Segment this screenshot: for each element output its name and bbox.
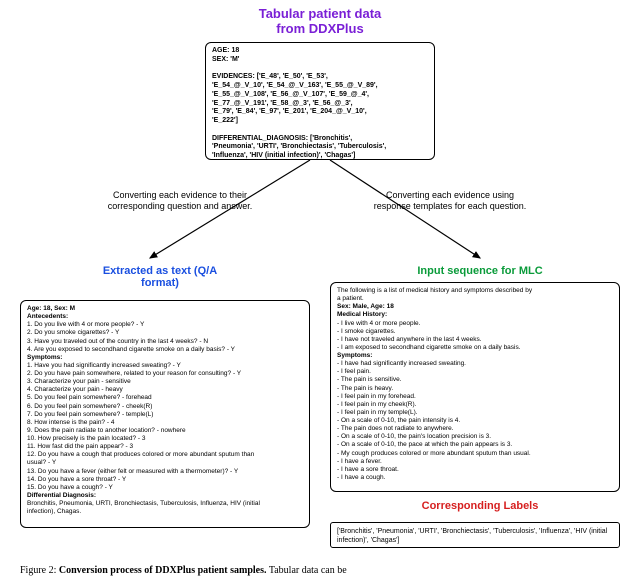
main-title-line1: Tabular patient data [0,6,640,21]
labels-box: ['Bronchitis', 'Pneumonia', 'URTI', 'Bro… [330,522,620,548]
left-arrow-label: Converting each evidence to their corres… [90,190,270,212]
left-qa-box: Age: 18, Sex: M Antecedents: 1. Do you l… [20,300,310,528]
left-subtitle: Extracted as text (Q/A format) [60,265,260,289]
right-mlc-box: The following is a list of medical histo… [330,282,620,492]
right-arrow-label: Converting each evidence using response … [355,190,545,212]
right-mlc-content: The following is a list of medical histo… [337,287,613,482]
right-subtitle: Input sequence for MLC [380,265,580,277]
top-data-content: AGE: 18 SEX: 'M' EVIDENCES: ['E_48', 'E_… [212,47,428,160]
figure-caption: Figure 2: Conversion process of DDXPlus … [20,565,620,576]
main-title-line2: from DDXPlus [0,21,640,36]
left-qa-content: Age: 18, Sex: M Antecedents: 1. Do you l… [27,305,303,516]
main-title: Tabular patient data from DDXPlus [0,6,640,36]
labels-title: Corresponding Labels [380,500,580,512]
top-data-box: AGE: 18 SEX: 'M' EVIDENCES: ['E_48', 'E_… [205,42,435,160]
labels-content: ['Bronchitis', 'Pneumonia', 'URTI', 'Bro… [337,528,607,544]
